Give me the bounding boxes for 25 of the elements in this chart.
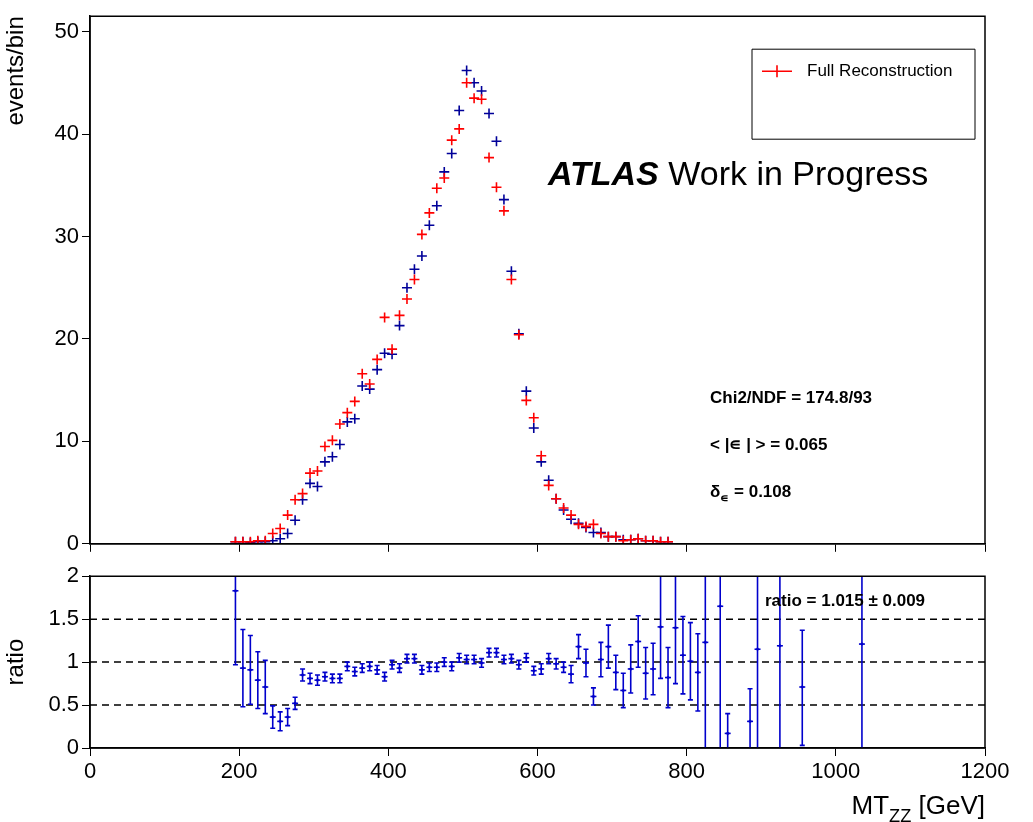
y-tick-label: 20	[54, 324, 79, 350]
y-axis-title: events/bin	[1, 16, 29, 126]
x-tick-label: 1200	[960, 758, 1010, 784]
y-tick-label: 2	[66, 562, 79, 588]
y-tick-label: 0.5	[48, 691, 79, 717]
x-tick-label: 600	[519, 758, 556, 784]
y-tick-label: 50	[54, 17, 79, 43]
annotation: ATLAS Work in Progress	[547, 154, 929, 192]
y-tick-label: 30	[54, 222, 79, 248]
y-tick-label: 1.5	[48, 605, 79, 631]
x-tick-label: 200	[220, 758, 258, 784]
x-tick-label: 1000	[811, 758, 861, 784]
y-tick-label: 1	[66, 648, 79, 674]
y-tick-label: 40	[54, 120, 79, 146]
legend-label: Full Reconstruction	[807, 60, 953, 80]
x-tick-label: 0	[83, 758, 97, 784]
annotation: < |∊ | > = 0.065	[710, 435, 828, 454]
y-tick-label: 10	[54, 427, 79, 453]
annotation: δ∊ = 0.108	[710, 482, 792, 506]
y-axis-title: ratio	[1, 638, 29, 686]
x-tick-label: 400	[369, 758, 407, 784]
x-tick-label: 800	[668, 758, 706, 784]
annotation: Chi2/NDF = 174.8/93	[710, 388, 873, 407]
y-tick-label: 0	[66, 734, 79, 760]
y-tick-label: 0	[66, 529, 79, 555]
